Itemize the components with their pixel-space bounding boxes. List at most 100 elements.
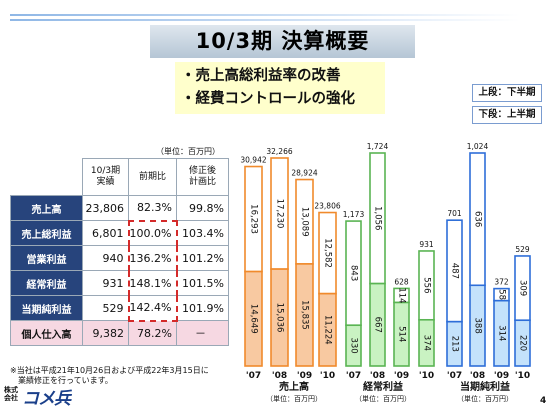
title-band xyxy=(150,25,415,58)
category-label: '10 xyxy=(515,371,530,381)
segment-label-upper: 487 xyxy=(450,263,460,279)
table-unit: （単位：百万円） xyxy=(156,147,220,156)
highlight-1: ・売上高総利益率の改善 xyxy=(181,68,341,84)
column-header-yoy-text: 前期比 xyxy=(138,171,166,182)
chart-title-ordinary: 経常利益 xyxy=(363,380,403,393)
table-cell: 101.2% xyxy=(176,245,229,271)
footnote-line-1: ※当社は平成21年10月26日および平成22年3月15日に xyxy=(10,366,209,375)
bar-total-label: 28,924 xyxy=(291,169,317,178)
table-cell: 940 xyxy=(82,245,129,271)
segment-label-upper: 636 xyxy=(473,211,483,227)
bar-segment-lower-sales xyxy=(270,268,289,367)
chart-title-net: 当期純利益 xyxy=(460,380,510,393)
bar-segment-lower-ordinary xyxy=(369,282,386,367)
highlight-2: ・経費コントロールの強化 xyxy=(181,91,355,107)
segment-label-lower: 514 xyxy=(397,326,407,342)
bar-segment-lower-net xyxy=(469,284,486,367)
bar-segment-lower-sales xyxy=(244,270,263,367)
top-decoration-line-2 xyxy=(10,19,520,21)
financial-table: 10/3期 実績 前期比 修正後 計画比 売上高 23,806 82.3% 99… xyxy=(10,158,229,346)
segment-label-upper: 12,582 xyxy=(323,238,333,268)
segment-label-upper: 843 xyxy=(349,265,359,281)
segment-label-lower: 388 xyxy=(473,318,483,334)
bar-segment-lower-sales xyxy=(318,292,337,367)
segment-label-upper: 17,230 xyxy=(275,199,285,229)
segment-label-lower: 213 xyxy=(450,336,460,352)
bar-segment-lower-ordinary xyxy=(393,301,410,367)
highlights-box: ・売上高総利益率の改善 ・経費コントロールの強化 xyxy=(175,62,385,114)
table-cell: 82.3% xyxy=(128,195,177,221)
row-label: 個人仕入高 xyxy=(10,320,83,346)
bar-total-label: 1,724 xyxy=(367,142,389,151)
table-cell: 529 xyxy=(82,295,129,321)
bar-segment-lower-sales xyxy=(295,263,314,367)
table-cell-highlighted: 142.4% xyxy=(127,295,178,322)
bar-total-label: 372 xyxy=(494,278,509,287)
column-header-yoy: 前期比 xyxy=(128,158,177,196)
chart-title-sales: 売上高 xyxy=(279,380,309,393)
logo-prefix-1: 株式 xyxy=(4,386,18,394)
row-label: 当期純利益 xyxy=(10,295,83,321)
table-row: 営業利益 940 136.2% 101.2% xyxy=(10,245,229,271)
segment-label-lower: 314 xyxy=(497,325,507,341)
segment-label-upper: 1,056 xyxy=(373,206,383,230)
company-logo: コメ兵 xyxy=(22,389,71,409)
bar-segment-lower-net xyxy=(446,320,463,367)
bar-segment-lower-ordinary xyxy=(418,318,435,367)
category-label: '09 xyxy=(297,371,312,381)
segment-label-upper: 114 xyxy=(397,287,407,303)
chart-unit-ordinary: （単位：百万円） xyxy=(355,394,411,403)
table-cell-highlighted: 136.2% xyxy=(127,245,178,271)
chart-unit-net: （単位：百万円） xyxy=(457,394,513,403)
bar-segment-lower-net xyxy=(514,319,531,367)
table-cell: 99.8% xyxy=(176,195,229,221)
category-label: '08 xyxy=(272,371,287,381)
segment-label-upper: 309 xyxy=(518,280,528,296)
logo-prefix-2: 会社 xyxy=(4,394,18,402)
table-cell: 931 xyxy=(82,270,129,296)
top-decoration-line xyxy=(10,14,520,16)
chart-unit-sales: （単位：百万円） xyxy=(266,394,322,403)
segment-label-lower: 15,835 xyxy=(300,300,310,330)
category-label: '07 xyxy=(346,371,361,381)
logo-prefix: 株式 会社 xyxy=(4,386,18,402)
column-header-results-text: 10/3期 実績 xyxy=(90,166,121,187)
footnote-line-2: 業績修正を行っています。 xyxy=(10,376,113,385)
bar-segment-lower-net xyxy=(493,299,510,367)
table-cell: 9,382 xyxy=(82,320,129,346)
bar-total-label: 23,806 xyxy=(314,202,340,211)
bar-total-label: 32,266 xyxy=(266,147,292,156)
category-label: '08 xyxy=(370,371,385,381)
segment-label-upper: 13,089 xyxy=(300,207,310,237)
bar-total-label: 701 xyxy=(447,209,462,218)
bar-segment-lower-ordinary xyxy=(345,324,362,367)
table-cell: 6,801 xyxy=(82,220,129,246)
bar-total-label: 1,024 xyxy=(467,142,489,151)
bar-total-label: 1,173 xyxy=(343,210,365,219)
category-label: '09 xyxy=(394,371,409,381)
table-row: 個人仕入高 9,382 78.2% － xyxy=(10,320,229,346)
row-label: 売上高 xyxy=(10,195,83,221)
segment-label-lower: 220 xyxy=(518,335,528,351)
segment-label-lower: 15,036 xyxy=(275,303,285,333)
category-label: '08 xyxy=(470,371,485,381)
segment-label-upper: 556 xyxy=(422,277,432,293)
segment-label-lower: 330 xyxy=(349,337,359,353)
segment-label-lower: 667 xyxy=(373,317,383,333)
category-label: '09 xyxy=(494,371,509,381)
legend-upper: 上段：下半期 xyxy=(472,84,542,102)
segment-label-lower: 11,224 xyxy=(323,315,333,345)
category-label: '07 xyxy=(246,371,261,381)
bar-total-label: 529 xyxy=(515,245,530,254)
table-row: 売上高 23,806 82.3% 99.8% xyxy=(10,195,229,221)
legend-lower: 下段：上半期 xyxy=(472,106,542,124)
footnote: ※当社は平成21年10月26日および平成22年3月15日に 業績修正を行っていま… xyxy=(10,366,209,386)
table-cell: 101.9% xyxy=(176,295,229,321)
bar-total-label: 931 xyxy=(419,240,434,249)
column-header-plan-text: 修正後 計画比 xyxy=(188,166,216,187)
table-row: 売上総利益 6,801 100.0% 103.4% xyxy=(10,219,229,246)
table-cell-highlighted: 100.0% xyxy=(127,219,178,246)
table-row: 経常利益 931 148.1% 101.5% xyxy=(10,270,229,296)
